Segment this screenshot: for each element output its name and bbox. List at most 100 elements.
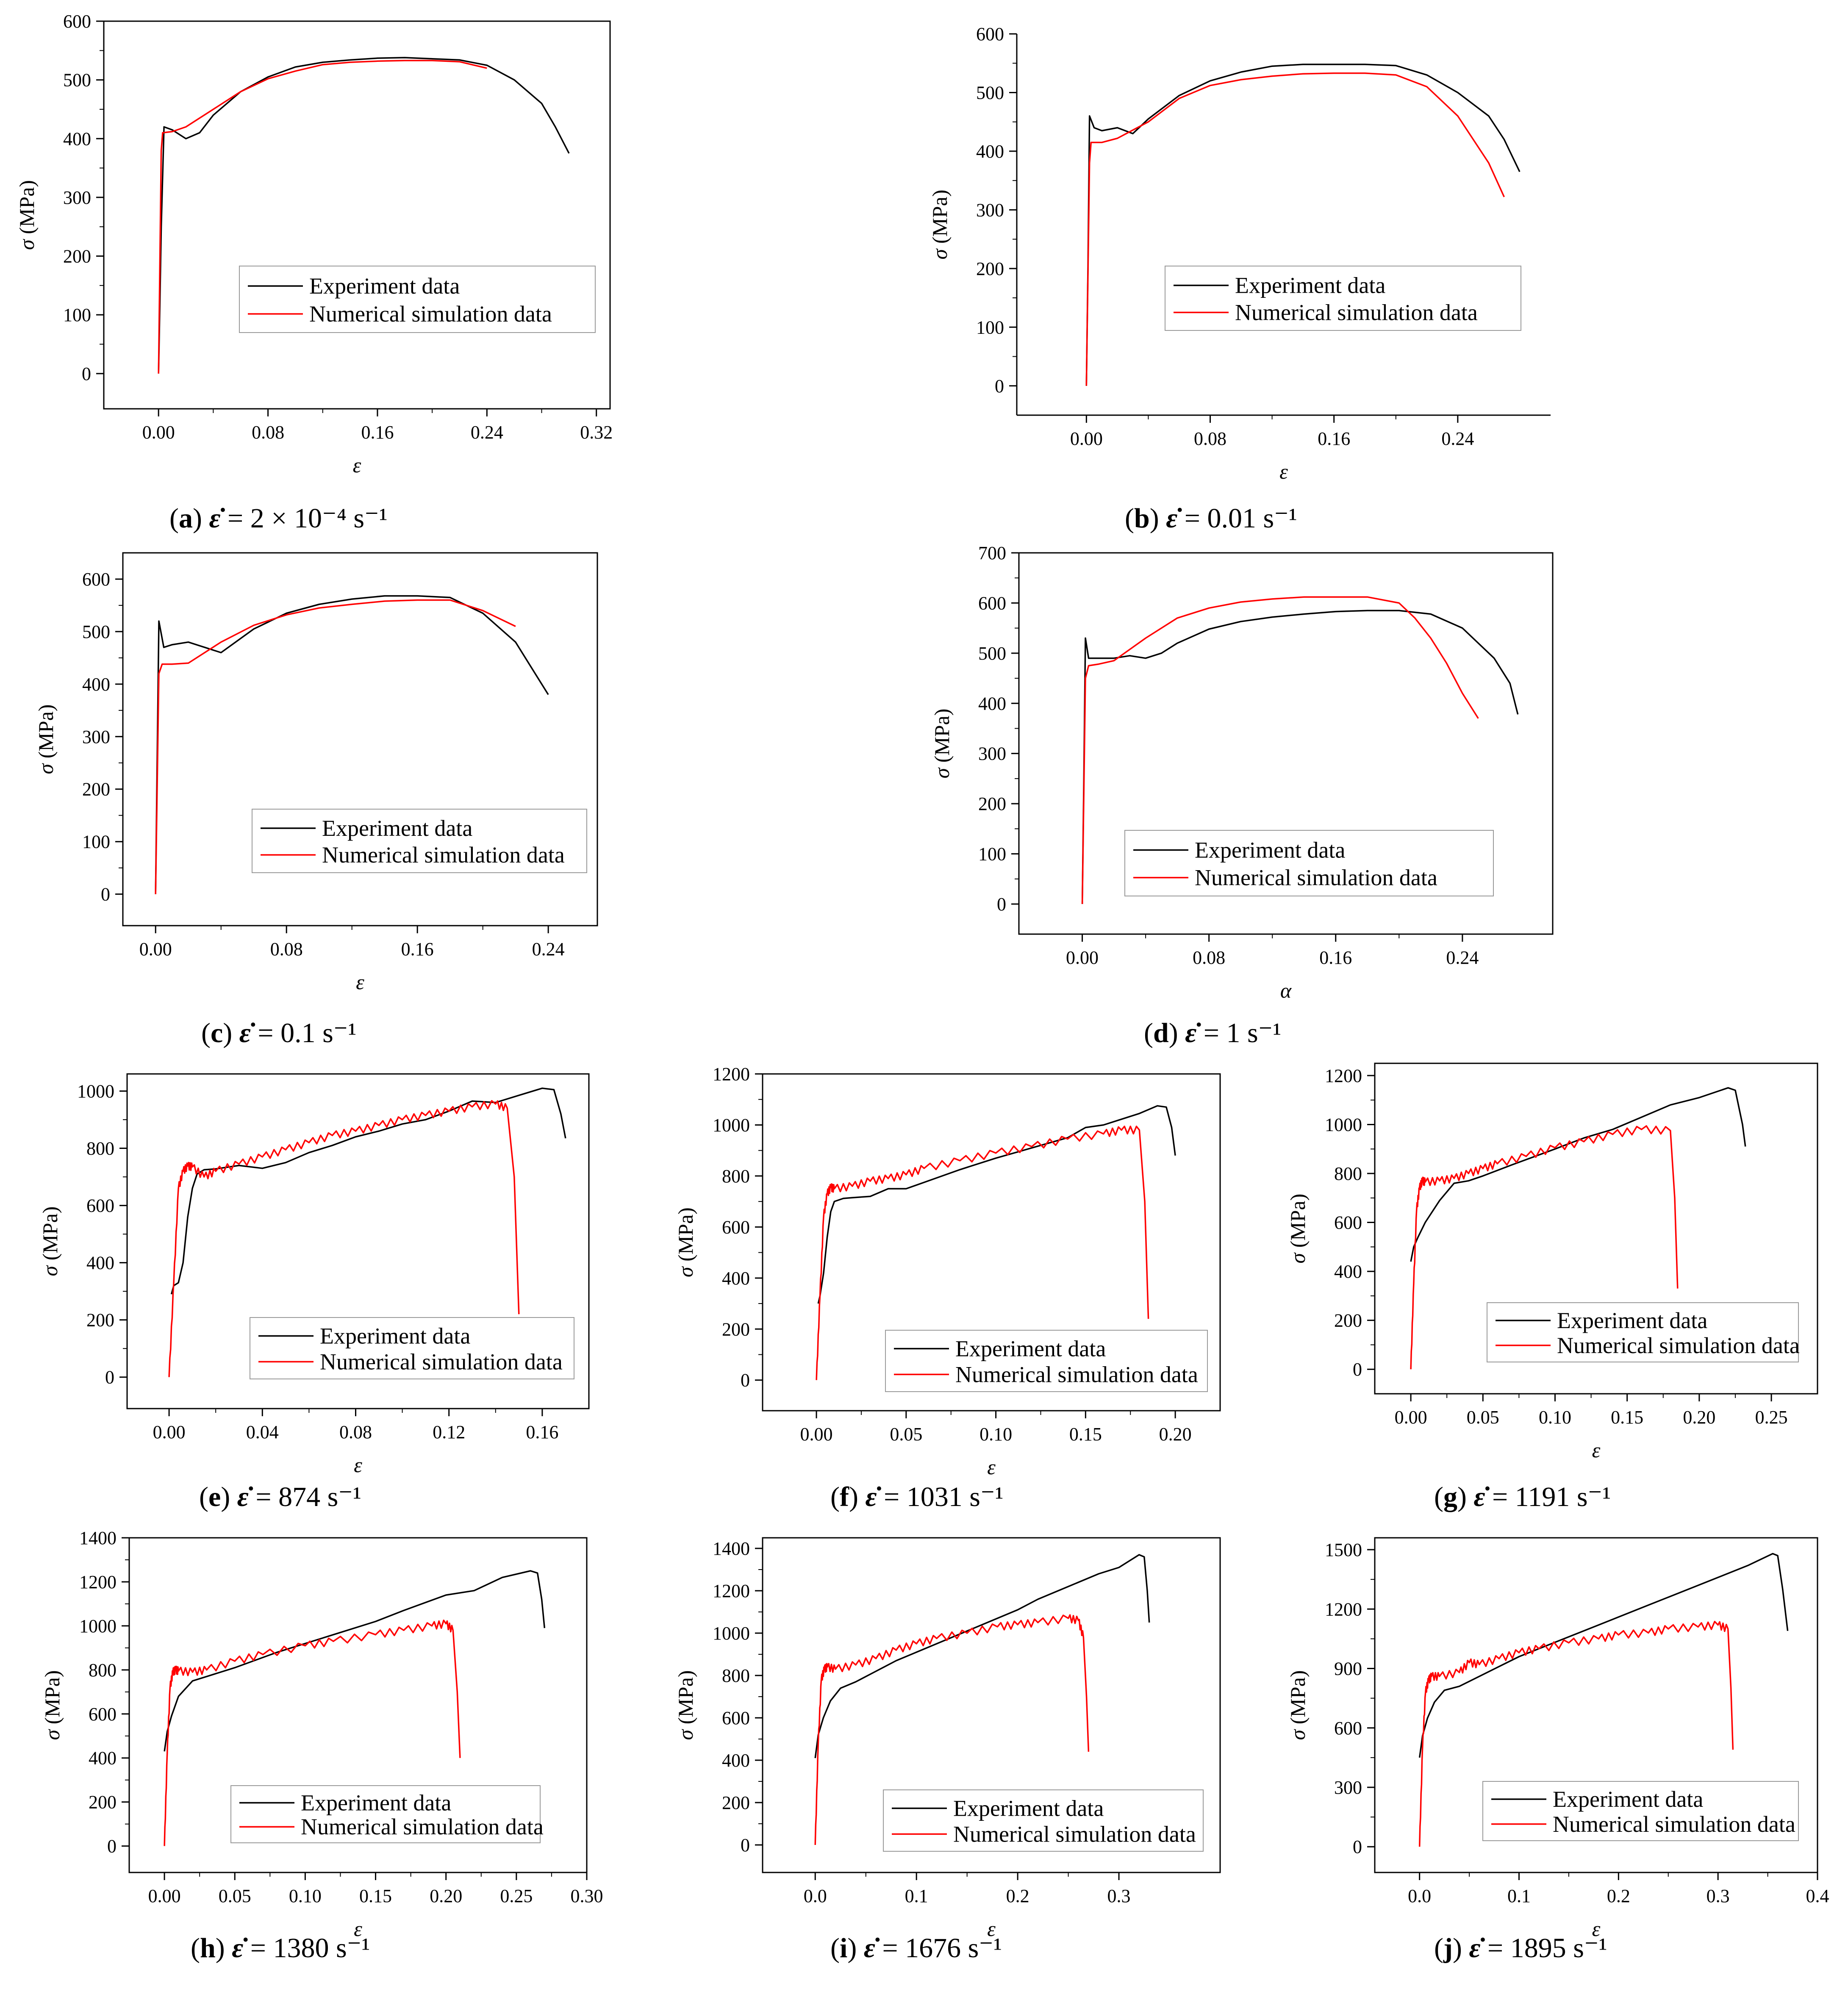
- x-axis-title: ε: [1592, 1917, 1601, 1941]
- chart-panel-g: 0.00 0.05 0.10 0.15 0.20 0.25 0 200 400 600 800 100…: [1286, 1062, 1818, 1512]
- legend-label: Numerical simulation data: [1235, 300, 1478, 325]
- x-tick-label: 0.20: [1159, 1424, 1192, 1445]
- y-tick-label: 800: [89, 1660, 117, 1681]
- y-tick-label: 1000: [713, 1623, 750, 1644]
- y-tick-label: 600: [722, 1708, 750, 1728]
- legend-label: Numerical simulation data: [953, 1821, 1196, 1847]
- y-axis-symbol: σ: [674, 1266, 697, 1277]
- x-tick-label: 0.00: [139, 939, 172, 960]
- panel-caption: (b) ε̇ = 0.01 s⁻¹: [1125, 503, 1297, 534]
- series-line-experiment: [814, 1554, 1150, 1759]
- caption-panel-letter: g: [1443, 1481, 1457, 1512]
- y-tick-label: 500: [978, 643, 1006, 664]
- y-tick-label: 900: [1334, 1659, 1362, 1679]
- y-axis-title: σ (MPa): [15, 180, 39, 250]
- caption-panel-letter: j: [1443, 1933, 1453, 1964]
- y-tick-label: 600: [978, 593, 1006, 613]
- x-tick-label: 0.0: [804, 1886, 827, 1906]
- x-tick-label: 0.00: [1070, 428, 1103, 449]
- caption-value: = 1676 s⁻¹: [875, 1933, 1002, 1964]
- series-line-experiment: [1081, 610, 1519, 904]
- y-tick-label: 0: [995, 376, 1004, 397]
- y-axis-symbol: σ: [1286, 1252, 1310, 1263]
- chart-panel-e: 0.00 0.04 0.08 0.12 0.16 0 200 400 600 800 1000 ε σ …: [38, 1073, 590, 1512]
- plot-frame: [1018, 552, 1554, 935]
- x-tick-label: 0.20: [430, 1886, 462, 1906]
- legend-label: Experiment data: [301, 1790, 451, 1816]
- y-tick-label: 0: [101, 884, 110, 905]
- y-tick-label: 300: [63, 187, 91, 208]
- caption-value: = 1 s⁻¹: [1196, 1018, 1281, 1048]
- y-tick-label: 800: [722, 1166, 750, 1187]
- series-line-experiment: [1418, 1553, 1789, 1758]
- legend-label: Experiment data: [309, 273, 460, 299]
- plot-frame: [122, 552, 598, 926]
- panel-caption: (j) ε̇ = 1895 s⁻¹: [1434, 1933, 1607, 1964]
- y-tick-label: 400: [976, 141, 1004, 162]
- x-tick-label: 0.25: [1755, 1407, 1788, 1428]
- caption-open: (: [191, 1933, 200, 1964]
- caption-value: = 1191 s⁻¹: [1485, 1481, 1611, 1512]
- caption-open: (: [1434, 1481, 1443, 1512]
- caption-close: ): [223, 1018, 239, 1048]
- series-line-simulation: [1081, 596, 1479, 904]
- y-tick-label: 600: [86, 1196, 114, 1216]
- series-line-experiment: [1085, 64, 1521, 386]
- series-line-simulation: [164, 1620, 461, 1846]
- x-axis-title: ε: [354, 1453, 362, 1477]
- y-tick-label: 600: [722, 1217, 750, 1237]
- y-axis-unit: (MPa): [1286, 1670, 1310, 1730]
- caption-value: = 874 s⁻¹: [249, 1481, 361, 1512]
- y-tick-label: 200: [89, 1792, 117, 1813]
- caption-open: (: [1125, 503, 1134, 534]
- y-tick-label: 600: [82, 569, 110, 590]
- y-tick-label: 1000: [77, 1081, 114, 1102]
- panel-caption: (d) ε̇ = 1 s⁻¹: [1144, 1018, 1281, 1048]
- caption-close: ): [1169, 1018, 1185, 1048]
- x-tick-label: 0.2: [1607, 1886, 1630, 1906]
- x-tick-label: 0.24: [1441, 428, 1474, 449]
- y-tick-label: 400: [722, 1268, 750, 1289]
- legend-box: [230, 1785, 541, 1843]
- panel-caption: (i) ε̇ = 1676 s⁻¹: [830, 1933, 1002, 1964]
- x-tick-label: 0.00: [1395, 1407, 1427, 1428]
- legend-box: [252, 809, 587, 873]
- legend-label: Experiment data: [1195, 838, 1345, 863]
- x-tick-label: 0.1: [905, 1886, 928, 1906]
- y-tick-label: 1000: [1325, 1114, 1362, 1135]
- y-tick-label: 100: [63, 305, 91, 325]
- y-axis-unit: (MPa): [38, 1207, 62, 1266]
- caption-panel-letter: i: [840, 1933, 847, 1964]
- caption-close: ): [193, 503, 209, 534]
- x-tick-label: 0.00: [142, 422, 175, 443]
- y-axis-title: σ (MPa): [674, 1670, 697, 1740]
- caption-close: ): [1453, 1933, 1469, 1964]
- y-tick-label: 400: [82, 674, 110, 695]
- x-tick-label: 0.16: [1319, 947, 1352, 968]
- x-tick-label: 0.30: [571, 1886, 603, 1906]
- y-tick-label: 200: [82, 779, 110, 800]
- legend-box: [885, 1330, 1208, 1392]
- x-tick-label: 0.08: [1193, 947, 1225, 968]
- x-axis-title: ε: [356, 970, 364, 994]
- legend-label: Numerical simulation data: [320, 1349, 563, 1374]
- caption-value: = 1380 s⁻¹: [243, 1933, 370, 1964]
- caption-open: (: [201, 1018, 211, 1048]
- series-line-experiment: [1410, 1087, 1746, 1262]
- caption-open: (: [1434, 1933, 1443, 1964]
- series-line-simulation: [1418, 1620, 1734, 1847]
- chart-panel-i: 0.0 0.1 0.2 0.3 0 200 400 600 800 1000 1200 1400 ε σ …: [674, 1537, 1221, 1964]
- y-tick-label: 1000: [713, 1115, 750, 1135]
- caption-value: = 0.1 s⁻¹: [251, 1018, 357, 1048]
- y-tick-label: 100: [978, 844, 1006, 865]
- x-axis-title: ε: [1592, 1438, 1601, 1462]
- caption-panel-letter: h: [200, 1933, 216, 1964]
- x-tick-label: 0.05: [890, 1424, 922, 1445]
- y-axis-unit: (MPa): [674, 1207, 697, 1267]
- y-tick-label: 500: [976, 82, 1004, 103]
- y-axis-title: σ (MPa): [1286, 1670, 1310, 1740]
- x-tick-label: 0.1: [1507, 1886, 1531, 1906]
- caption-open: (: [199, 1481, 208, 1512]
- y-tick-label: 400: [86, 1253, 114, 1273]
- y-axis-unit: (MPa): [15, 180, 39, 239]
